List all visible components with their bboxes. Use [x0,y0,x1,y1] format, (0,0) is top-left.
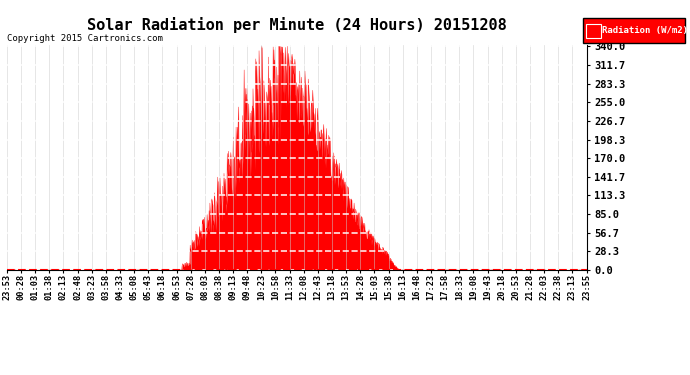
Text: Solar Radiation per Minute (24 Hours) 20151208: Solar Radiation per Minute (24 Hours) 20… [87,17,506,33]
Text: Copyright 2015 Cartronics.com: Copyright 2015 Cartronics.com [7,34,163,43]
Text: Radiation (W/m2): Radiation (W/m2) [602,26,689,35]
